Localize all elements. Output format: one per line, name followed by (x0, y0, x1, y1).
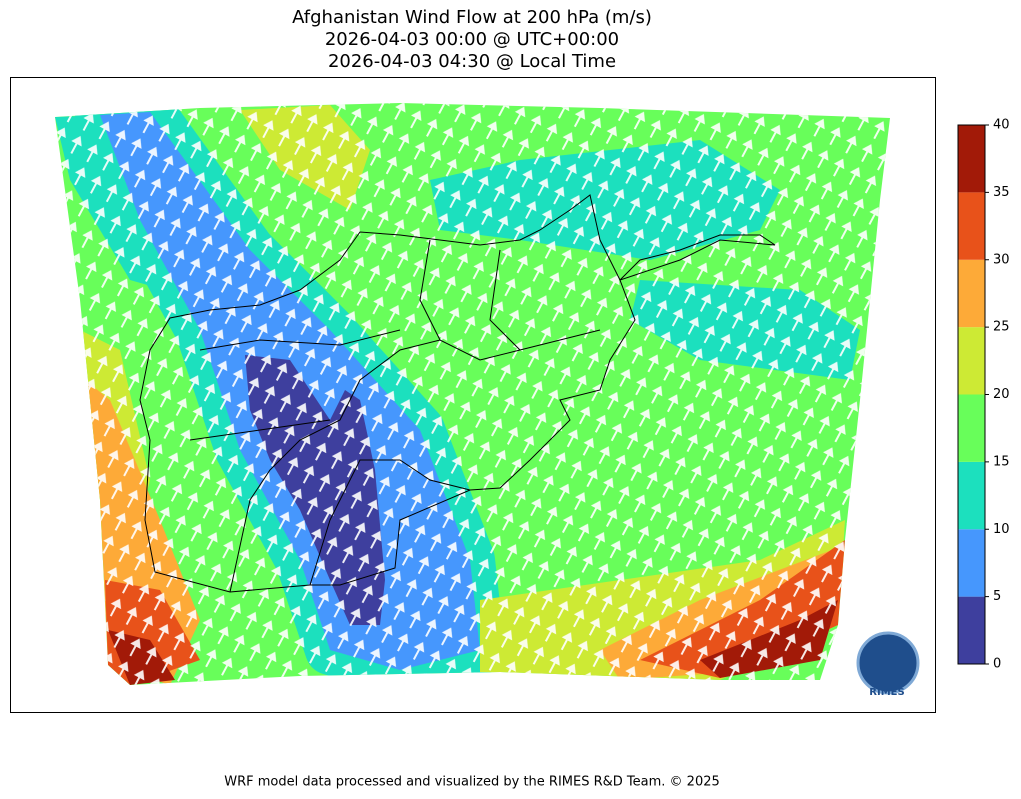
colorbar-bin (958, 125, 985, 193)
colorbar-bin (958, 327, 985, 395)
colorbar-bin (958, 596, 985, 664)
colorbar-bin (958, 192, 985, 260)
colorbar-bin (958, 394, 985, 462)
logo-emblem (856, 631, 920, 695)
colorbar-bin (958, 461, 985, 530)
afghanistan-border (139, 194, 776, 593)
logo-text: RIMES (869, 687, 904, 698)
colorbar-tick-label: 20 (993, 387, 1010, 402)
title-line: 2026-04-03 04:30 @ Local Time (328, 51, 616, 72)
country-borders (139, 194, 776, 593)
province-borders (189, 239, 601, 593)
colorbar-tick-label: 10 (993, 522, 1010, 537)
colorbar-tick-label: 25 (993, 320, 1010, 335)
colorbar-tick-label: 30 (993, 252, 1010, 267)
colorbar-tick-label: 0 (993, 657, 1001, 672)
title-line: Afghanistan Wind Flow at 200 hPa (m/s) (292, 7, 652, 28)
footer: WRF model data processed and visualized … (224, 775, 720, 790)
logo: RIMES (856, 631, 920, 698)
colorbar-tick-label: 40 (993, 118, 1010, 133)
colorbar-bin (958, 259, 985, 328)
colorbar-bin (958, 529, 985, 597)
wind-arrows (55, 103, 890, 685)
colorbar-tick-label: 35 (993, 185, 1010, 200)
colorbar: 0 5 10 15 20 25 30 35 40 (957, 118, 1010, 672)
title-line: 2026-04-03 00:00 @ UTC+00:00 (325, 29, 619, 50)
wind-field (55, 103, 890, 685)
colorbar-tick-label: 15 (993, 454, 1010, 469)
colorbar-tick-label: 5 (993, 589, 1001, 604)
